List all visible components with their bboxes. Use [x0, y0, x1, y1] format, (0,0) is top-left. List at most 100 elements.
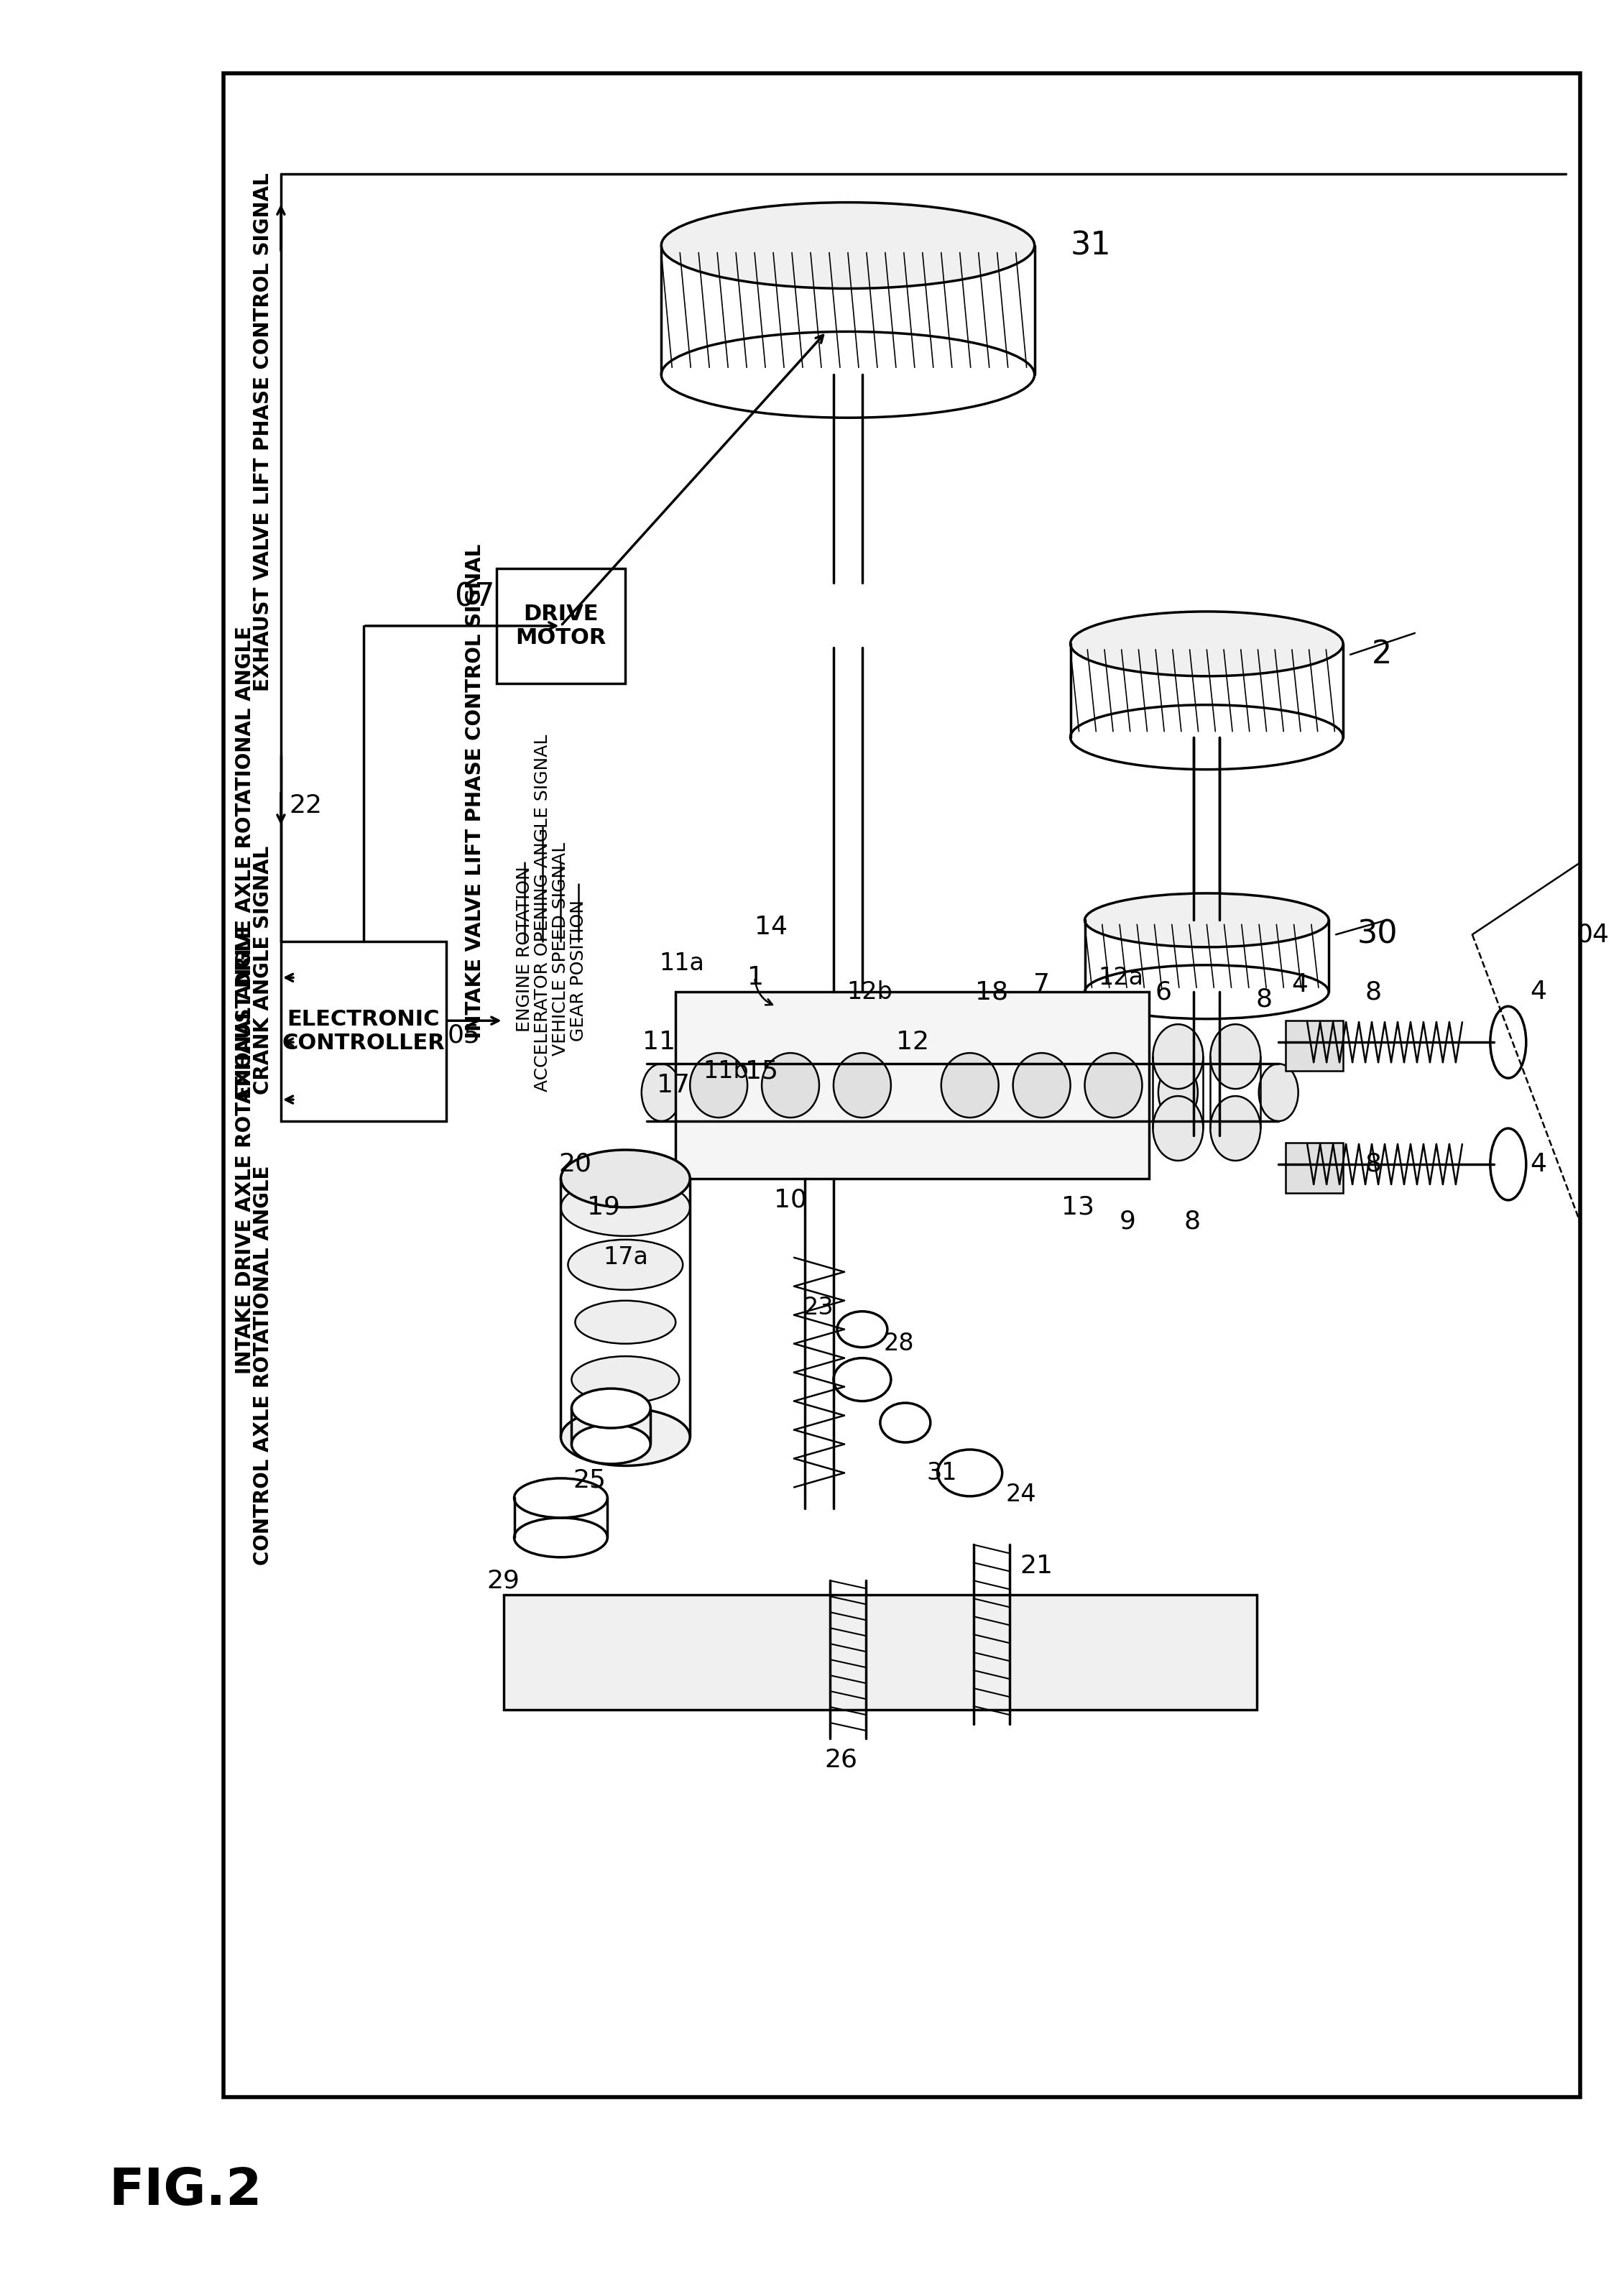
- Ellipse shape: [1085, 1053, 1142, 1117]
- Ellipse shape: [560, 1179, 690, 1236]
- Ellipse shape: [1070, 611, 1343, 675]
- Ellipse shape: [1491, 1128, 1527, 1199]
- Ellipse shape: [690, 1053, 747, 1117]
- Text: 30: 30: [1358, 920, 1398, 950]
- Ellipse shape: [762, 1053, 818, 1117]
- Bar: [1286, 1021, 1343, 1071]
- Bar: [1286, 1142, 1343, 1193]
- Text: 14: 14: [755, 916, 788, 938]
- Ellipse shape: [1153, 1023, 1203, 1090]
- Ellipse shape: [1491, 1007, 1527, 1078]
- Text: 8: 8: [1364, 980, 1382, 1005]
- Text: 11b: 11b: [703, 1060, 749, 1083]
- Text: 04: 04: [1577, 922, 1609, 948]
- Text: DRIVE
MOTOR: DRIVE MOTOR: [515, 604, 606, 648]
- Text: 17a: 17a: [603, 1245, 648, 1270]
- Text: ENGINE ROTATION: ENGINE ROTATION: [516, 865, 534, 1032]
- Text: 12: 12: [896, 1030, 929, 1055]
- Ellipse shape: [572, 1424, 651, 1465]
- Text: 07: 07: [455, 581, 495, 613]
- Text: 20: 20: [559, 1151, 591, 1177]
- Ellipse shape: [880, 1403, 931, 1442]
- Ellipse shape: [560, 1149, 690, 1206]
- Ellipse shape: [568, 1241, 682, 1291]
- Text: 24: 24: [1005, 1483, 1036, 1506]
- Ellipse shape: [1158, 1064, 1199, 1122]
- Ellipse shape: [742, 1064, 781, 1122]
- Text: ELECTRONIC
CONTROLLER: ELECTRONIC CONTROLLER: [283, 1009, 445, 1053]
- Ellipse shape: [641, 1064, 680, 1122]
- Ellipse shape: [661, 332, 1034, 417]
- Text: 05: 05: [447, 1023, 481, 1048]
- Text: 7: 7: [1033, 973, 1051, 998]
- Bar: [281, 941, 447, 1122]
- Ellipse shape: [1013, 1053, 1070, 1117]
- Text: 6: 6: [1155, 980, 1173, 1005]
- Text: GEAR POSITION: GEAR POSITION: [570, 900, 588, 1041]
- Text: 26: 26: [825, 1749, 857, 1772]
- Text: CONTROL AXLE ROTATIONAL ANGLE: CONTROL AXLE ROTATIONAL ANGLE: [253, 1165, 273, 1566]
- Text: VEHICLE SPEED SIGNAL: VEHICLE SPEED SIGNAL: [552, 842, 570, 1055]
- Text: 4: 4: [1291, 973, 1309, 998]
- Text: 12b: 12b: [846, 980, 892, 1005]
- Ellipse shape: [843, 1064, 882, 1122]
- Ellipse shape: [1259, 1064, 1298, 1122]
- Text: 22: 22: [289, 792, 323, 817]
- Ellipse shape: [1153, 1096, 1203, 1161]
- Text: ACCELERATOR OPENING ANGLE SIGNAL: ACCELERATOR OPENING ANGLE SIGNAL: [534, 735, 552, 1092]
- Ellipse shape: [833, 1053, 892, 1117]
- Text: 23: 23: [802, 1296, 833, 1321]
- Text: 11: 11: [643, 1030, 676, 1055]
- Ellipse shape: [515, 1518, 607, 1557]
- Text: EXHAUST DRIVE AXLE ROTATIONAL ANGLE: EXHAUST DRIVE AXLE ROTATIONAL ANGLE: [235, 627, 255, 1099]
- Text: 11a: 11a: [659, 952, 705, 975]
- Text: 10: 10: [775, 1188, 807, 1213]
- Text: 17: 17: [658, 1074, 690, 1096]
- Text: 2: 2: [1372, 639, 1392, 671]
- Ellipse shape: [833, 1357, 892, 1401]
- Text: 25: 25: [573, 1467, 606, 1492]
- Text: 4: 4: [1530, 1151, 1546, 1177]
- Ellipse shape: [937, 1449, 1002, 1497]
- Bar: [224, 73, 1580, 2097]
- Text: 29: 29: [487, 1568, 520, 1593]
- Text: FIG.2: FIG.2: [109, 2165, 261, 2216]
- Ellipse shape: [836, 1312, 887, 1348]
- Ellipse shape: [661, 201, 1034, 288]
- Bar: [676, 991, 1150, 1179]
- Text: 15: 15: [745, 1060, 778, 1083]
- Ellipse shape: [942, 1053, 999, 1117]
- Text: 8: 8: [1364, 1151, 1382, 1177]
- Ellipse shape: [1070, 705, 1343, 769]
- Text: 31: 31: [927, 1460, 958, 1486]
- Text: INTAKE VALVE LIFT PHASE CONTROL SIGNAL: INTAKE VALVE LIFT PHASE CONTROL SIGNAL: [464, 542, 484, 1039]
- Ellipse shape: [515, 1479, 607, 1518]
- Ellipse shape: [1085, 893, 1328, 948]
- Text: 31: 31: [1070, 229, 1111, 261]
- Text: 12a: 12a: [1098, 966, 1143, 989]
- Text: CRANK ANGLE SIGNAL: CRANK ANGLE SIGNAL: [253, 847, 273, 1094]
- Ellipse shape: [1210, 1096, 1260, 1161]
- Ellipse shape: [1210, 1023, 1260, 1090]
- Ellipse shape: [944, 1064, 983, 1122]
- Text: 8: 8: [1184, 1209, 1200, 1234]
- Ellipse shape: [572, 1357, 679, 1403]
- Text: 21: 21: [1020, 1554, 1054, 1579]
- Text: 9: 9: [1119, 1209, 1137, 1234]
- Ellipse shape: [1085, 966, 1328, 1019]
- Bar: [497, 568, 625, 684]
- Ellipse shape: [1057, 1064, 1098, 1122]
- Text: 4: 4: [1530, 980, 1546, 1005]
- Text: 18: 18: [974, 980, 1009, 1005]
- Text: 19: 19: [588, 1195, 620, 1220]
- Text: 13: 13: [1060, 1195, 1095, 1220]
- Ellipse shape: [575, 1300, 676, 1344]
- Bar: [503, 1595, 1257, 1710]
- Text: INTAKE DRIVE AXLE ROTATIONAL ANGLE: INTAKE DRIVE AXLE ROTATIONAL ANGLE: [235, 925, 255, 1373]
- Text: 8: 8: [1255, 987, 1273, 1012]
- Text: 28: 28: [883, 1332, 914, 1355]
- Ellipse shape: [560, 1408, 690, 1465]
- Text: EXHAUST VALVE LIFT PHASE CONTROL SIGNAL: EXHAUST VALVE LIFT PHASE CONTROL SIGNAL: [253, 172, 273, 691]
- Text: 1: 1: [747, 966, 763, 989]
- Ellipse shape: [572, 1389, 651, 1428]
